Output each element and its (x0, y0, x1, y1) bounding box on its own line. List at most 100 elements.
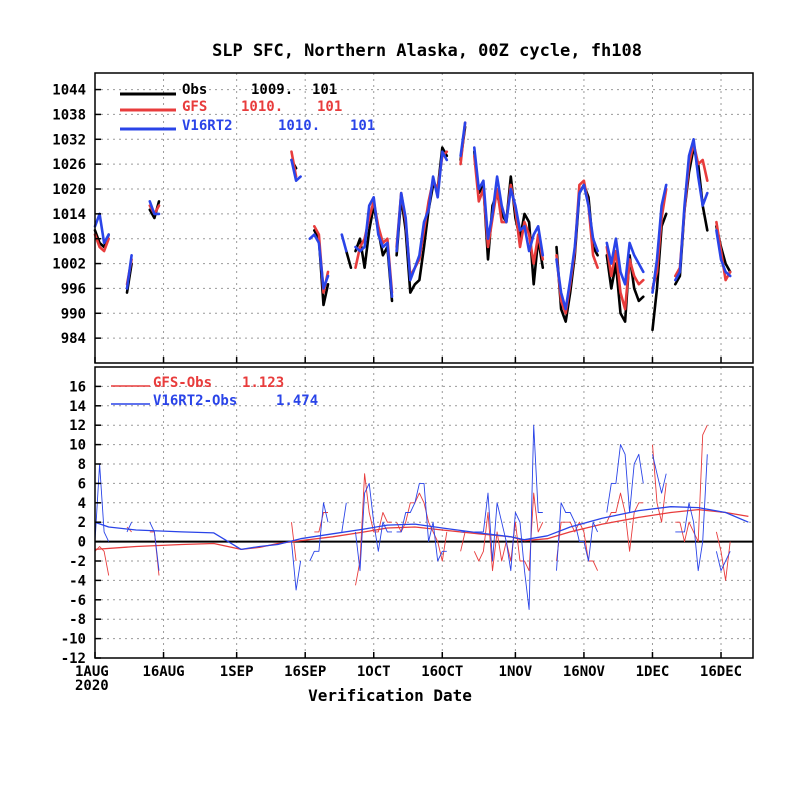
series-v16rt2-line (395, 150, 449, 282)
chart-title: SLP SFC, Northern Alaska, 00Z cycle, fh1… (212, 41, 642, 61)
series-v16rt2-line (459, 121, 467, 158)
top-y-tick-label: 1014 (52, 207, 86, 223)
series-gfs-line (605, 245, 645, 311)
series-v16rt2-obs-line (474, 424, 543, 610)
bottom-panel-grid (95, 367, 753, 659)
bottom-y-tick-label: -4 (69, 573, 86, 589)
legend-gfs-obs-name: GFS-Obs (153, 375, 212, 391)
series-v16rt2-obs-line (291, 541, 302, 591)
series-gfs-obs-mean-line (94, 508, 749, 551)
bottom-y-tick-label: -8 (69, 612, 86, 628)
legend-gfs-count: 101 (317, 99, 342, 115)
series-v16rt2-obs-line (355, 482, 392, 572)
series-v16rt2-obs-line (126, 522, 133, 533)
top-panel-series (93, 121, 732, 332)
series-v16rt2-obs-line (675, 454, 708, 572)
x-tick-label: 1NOV (499, 664, 533, 680)
top-y-tick-label: 1008 (52, 232, 86, 248)
legend-obs-name: Obs (182, 82, 207, 98)
series-v16rt2-line (605, 237, 645, 286)
series-v16rt2-line (472, 146, 545, 257)
series-gfs-obs-line (652, 444, 667, 523)
top-y-tick-label: 1032 (52, 132, 86, 148)
series-v16rt2-obs-line (556, 502, 599, 571)
top-y-tick-label: 1026 (52, 157, 86, 173)
series-gfs-obs-line (556, 521, 599, 571)
legend-gfs-obs-value: 1.123 (242, 375, 284, 391)
top-y-tick-label: 1002 (52, 257, 86, 273)
top-y-tick-label: 984 (61, 331, 86, 347)
x-tick-label: 16AUG (142, 664, 184, 680)
bottom-y-tick-label: 2 (78, 515, 86, 531)
bottom-y-tick-label: -12 (61, 651, 86, 667)
series-v16rt2-line (148, 200, 161, 216)
x-tick-label: 16DEC (700, 664, 742, 680)
series-v16rt2-obs-line (396, 482, 447, 562)
legend-v16-count: 101 (350, 118, 375, 134)
series-v16rt2-obs-line (149, 522, 160, 571)
x-tick-label: 1AUG (75, 664, 109, 680)
bottom-y-tick-label: 8 (78, 457, 86, 473)
bottom-y-tick-label: 6 (78, 476, 86, 492)
x-tick-label: 16SEP (284, 664, 326, 680)
series-v16rt2-obs-line (715, 551, 731, 572)
top-y-tick-label: 996 (61, 281, 86, 297)
top-legend: Obs 1009. 101 GFS 1010. 101 V16RT2 1010.… (120, 82, 375, 134)
bottom-y-tick-label: 16 (69, 379, 86, 395)
series-v16rt2-line (715, 229, 732, 278)
x-tick-label: 16OCT (421, 664, 463, 680)
x-tick-labels: 1AUG 16AUG 1SEP 16SEP 1OCT 16OCT 1NOV 16NOV 1DEC… (75, 357, 742, 680)
bottom-y-tick-label: 12 (69, 418, 86, 434)
top-y-tick-labels: 984 990 996 1002 1008 1014 1020 1026 1032 1038 104… (52, 83, 101, 347)
series-gfs-obs-line (675, 425, 708, 543)
legend-v16-obs-value: 1.474 (276, 393, 318, 409)
series-v16rt2-line (125, 254, 133, 290)
series-v16rt2-line (290, 158, 302, 182)
series-v16rt2-obs-mean-line (94, 506, 749, 551)
series-obs-line (344, 249, 353, 270)
series-v16rt2-obs-line (606, 444, 644, 513)
bottom-y-tick-label: 4 (78, 496, 86, 512)
x-tick-label: 1DEC (636, 664, 670, 680)
series-v16rt2-line (673, 138, 709, 282)
bottom-y-tick-label: 14 (69, 399, 86, 415)
bottom-y-tick-labels: -12 -10 -8 -6 -4 -2 0 2 4 6 8 10 12 14 16 (61, 379, 101, 667)
legend-v16-obs-name: V16RT2-Obs (153, 393, 237, 409)
series-v16rt2-line (354, 196, 394, 299)
series-gfs-line (93, 233, 110, 253)
bottom-legend: GFS-Obs 1.123 V16RT2-Obs 1.474 (111, 375, 318, 409)
legend-obs-mean: 1009. (251, 82, 293, 98)
top-y-tick-label: 1020 (52, 182, 86, 198)
x-axis-label: Verification Date (308, 686, 472, 705)
top-panel-grid (95, 73, 753, 363)
x-tick-label: 16NOV (563, 664, 606, 680)
bottom-y-tick-label: 0 (78, 535, 86, 551)
series-v16rt2-obs-line (309, 502, 329, 562)
series-v16rt2-obs-line (652, 454, 667, 494)
bottom-panel-frame (94, 366, 754, 659)
top-y-tick-label: 1044 (52, 83, 86, 99)
bottom-y-tick-label: 10 (69, 438, 86, 454)
series-v16rt2-line (651, 183, 668, 294)
series-gfs-obs-line (460, 531, 466, 552)
bottom-y-tick-label: -2 (69, 554, 86, 570)
top-panel-frame (94, 72, 754, 364)
x-tick-label: 1SEP (220, 664, 254, 680)
series-v16rt2-line (555, 183, 599, 311)
series-obs-line (605, 254, 645, 323)
series-v16rt2-line (340, 233, 348, 253)
series-v16rt2-line (93, 212, 110, 245)
top-y-tick-label: 1038 (52, 107, 86, 123)
top-y-tick-label: 990 (61, 306, 86, 322)
bottom-y-tick-label: -6 (69, 593, 86, 609)
legend-v16-name: V16RT2 (182, 118, 233, 134)
series-gfs-obs-line (606, 492, 644, 552)
legend-v16-mean: 1010. (278, 118, 320, 134)
series-v16rt2-line (308, 233, 330, 290)
legend-gfs-name: GFS (182, 99, 207, 115)
bottom-y-tick-label: -10 (61, 632, 86, 648)
legend-obs-count: 101 (312, 82, 337, 98)
